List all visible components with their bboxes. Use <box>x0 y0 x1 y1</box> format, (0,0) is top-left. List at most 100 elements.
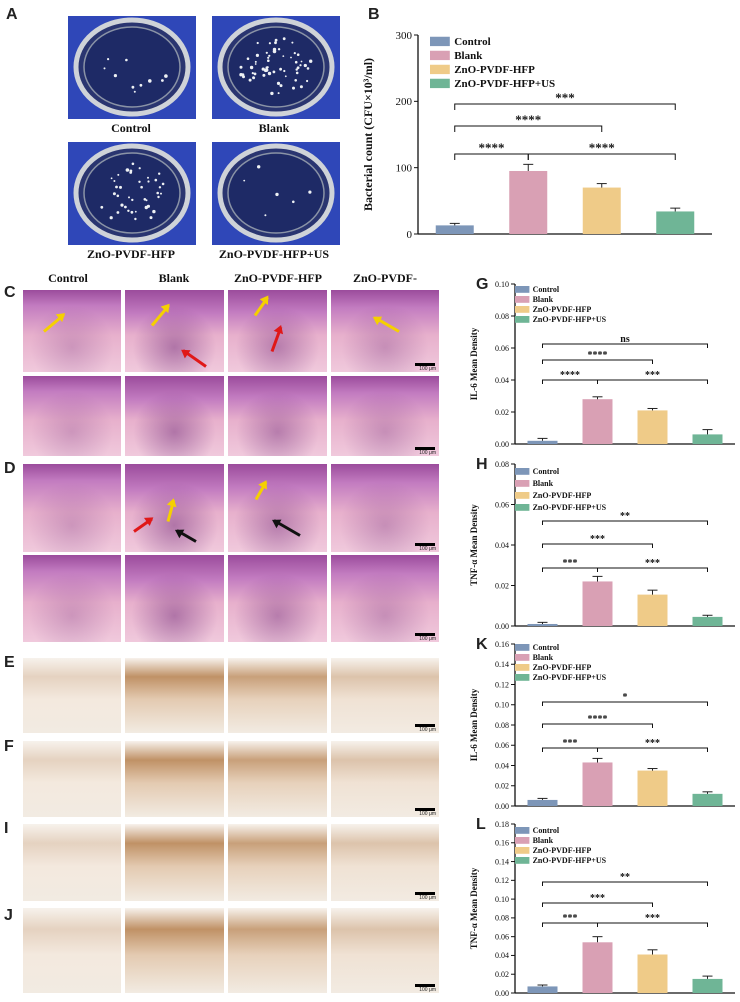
significance-label: *** <box>645 370 660 381</box>
legend-label-3: ZnO-PVDF-HFP <box>533 663 592 672</box>
bacterial-colony <box>295 71 299 75</box>
bacterial-colony <box>145 199 148 202</box>
legend-label-3: ZnO-PVDF-HFP <box>533 305 592 314</box>
bacterial-colony <box>292 200 295 204</box>
scale-bar <box>415 633 435 636</box>
y-tick-label: 0.10 <box>495 701 509 710</box>
panel-label-g: G <box>476 276 489 293</box>
bacterial-colony <box>296 66 300 70</box>
bacterial-colony <box>306 67 310 70</box>
bacterial-colony <box>268 42 271 45</box>
bacterial-colony <box>304 64 307 67</box>
bacterial-colony <box>272 70 276 74</box>
bacterial-colony <box>246 57 250 60</box>
y-tick-label: 0.04 <box>495 951 509 960</box>
y-tick-label: 0.04 <box>495 761 509 770</box>
agar-plate-1 <box>68 16 196 119</box>
bacterial-colony <box>270 91 274 96</box>
y-axis-label: Bacterial count (CFU×10³/ml) <box>361 58 375 211</box>
scale-bar <box>415 892 435 895</box>
bar-4 <box>692 978 723 993</box>
y-tick-label: 0.02 <box>495 970 509 979</box>
micrograph-he-d-low-4: 100 μm <box>330 463 440 553</box>
bacterial-colony <box>164 74 168 78</box>
y-tick-label: 0.08 <box>495 312 509 321</box>
y-tick-label: 0.08 <box>495 914 509 923</box>
y-tick-label: 0.18 <box>495 820 509 829</box>
legend-label-2: Blank <box>533 295 554 304</box>
bacterial-colony <box>265 66 268 69</box>
panel-label-c: C <box>4 284 16 301</box>
bar-4 <box>692 793 723 806</box>
bar-1 <box>527 799 558 806</box>
bacterial-colony <box>138 180 141 183</box>
y-tick-label: 0.16 <box>495 640 509 649</box>
significance-label: **** <box>589 140 615 155</box>
bacterial-colony <box>252 76 256 80</box>
legend-swatch-2 <box>515 654 530 661</box>
micrograph-he-low-2 <box>124 289 225 373</box>
bacterial-colony <box>242 75 245 79</box>
bar-3 <box>637 410 668 444</box>
bacterial-colony <box>267 59 270 62</box>
legend-label-1: Control <box>533 285 560 294</box>
scale-bar-label: 100 μm <box>419 366 436 372</box>
micrograph-ihc-e-1 <box>22 657 122 734</box>
micrograph-he-high-1 <box>22 375 122 457</box>
bacterial-colony <box>109 216 113 220</box>
bacterial-colony <box>239 65 243 69</box>
significance-label: **** <box>515 112 541 127</box>
micrograph-he-d-low-3 <box>227 463 328 553</box>
agar-plate-4 <box>212 142 340 245</box>
significance-label: *** <box>555 90 575 105</box>
bacterial-colony <box>129 169 133 173</box>
tnfa-chart-h: 0.00 0.02 0.04 0.06 0.08 TNF-α Mean Density Co… <box>469 460 735 631</box>
y-tick-label: 0.16 <box>495 839 509 848</box>
bacterial-colony <box>113 180 116 182</box>
micrograph-ihc-i-1 <box>22 823 122 902</box>
legend-swatch-3 <box>515 306 530 313</box>
bacterial-colony <box>113 74 117 78</box>
legend-swatch-4 <box>430 78 450 89</box>
bar-4 <box>692 434 723 444</box>
bacterial-colony <box>158 172 161 175</box>
bacterial-colony <box>160 192 162 195</box>
legend-swatch-1 <box>515 286 530 293</box>
bacterial-colony <box>254 63 257 65</box>
significance-label: **** <box>588 350 608 361</box>
bacterial-colony <box>124 205 127 209</box>
micrograph-he-d-high-1 <box>22 554 122 643</box>
y-tick-label: 0.14 <box>495 660 509 669</box>
legend-label-2: Blank <box>533 653 554 662</box>
bacterial-colony <box>248 78 252 82</box>
bacterial-colony <box>139 83 143 87</box>
significance-label: *** <box>563 558 578 569</box>
significance-bracket <box>542 902 653 907</box>
y-tick-label: 0.08 <box>495 460 509 469</box>
legend-label-4: ZnO-PVDF-HFP+US <box>533 673 607 682</box>
scale-bar <box>415 808 435 811</box>
bacterial-colony <box>267 56 270 59</box>
bacterial-colony <box>103 67 106 70</box>
y-tick-label: 0.06 <box>495 932 509 941</box>
bacterial-colony <box>131 198 134 202</box>
y-tick-label: 0.06 <box>495 344 509 353</box>
y-tick-label: 0.02 <box>495 782 509 791</box>
bacterial-colony <box>243 179 246 182</box>
scale-bar <box>415 724 435 727</box>
y-tick-label: 0.00 <box>495 622 509 631</box>
bacterial-colony <box>294 79 297 82</box>
bacterial-colony <box>291 41 294 44</box>
significance-bracket <box>542 881 708 886</box>
bacterial-colony <box>131 162 135 166</box>
legend-swatch-4 <box>515 674 530 681</box>
legend-swatch-2 <box>515 296 530 303</box>
bacterial-colony <box>277 48 281 51</box>
scale-bar-label: 100 μm <box>419 727 436 733</box>
significance-label: *** <box>645 913 660 924</box>
dish-caption-zno: ZnO-PVDF-HFP <box>87 247 175 261</box>
bacterial-colony <box>239 73 243 77</box>
micrograph-ihc-j-1 <box>22 907 122 994</box>
bacterial-colony <box>268 54 271 57</box>
micrograph-ihc-i-4: 100 μm <box>330 823 440 902</box>
